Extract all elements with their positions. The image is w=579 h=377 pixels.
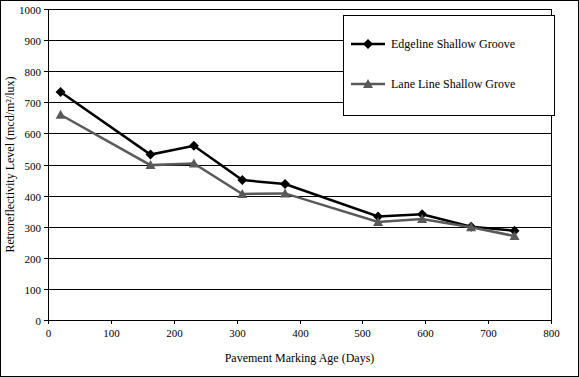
tick — [44, 133, 48, 134]
data-point — [373, 217, 383, 226]
tick — [44, 40, 48, 41]
tick-label: 300 — [25, 222, 42, 234]
legend-label: Lane Line Shallow Grove — [391, 77, 515, 91]
y-axis — [48, 9, 49, 320]
data-point — [56, 87, 66, 97]
tick-label: 0 — [36, 315, 42, 327]
tick-label: 0 — [46, 327, 52, 339]
tick — [44, 102, 48, 103]
data-point — [145, 160, 155, 169]
legend-marker — [363, 79, 373, 88]
tick-label: 400 — [25, 191, 42, 203]
data-point — [237, 189, 247, 198]
legend-label: Edgeline Shallow Groove — [391, 37, 515, 51]
tick — [551, 320, 552, 324]
data-point — [417, 214, 427, 223]
frame — [1, 1, 579, 377]
data-point — [237, 175, 247, 185]
data-point — [145, 150, 155, 160]
tick — [44, 9, 48, 10]
series-line — [61, 115, 515, 236]
tick-label: 200 — [25, 253, 42, 265]
legend-box — [344, 16, 555, 116]
tick — [44, 227, 48, 228]
x-axis — [48, 320, 551, 321]
grid-line — [48, 258, 551, 259]
tick-label: 500 — [25, 160, 42, 172]
grid-line — [48, 320, 551, 321]
data-point — [189, 141, 199, 151]
tick-label: 500 — [354, 327, 371, 339]
tick-label: 100 — [103, 327, 120, 339]
y-label: Retroreflectivity Level (mcd/m²/lux) — [3, 76, 17, 252]
tick-label: 700 — [25, 97, 42, 109]
tick-label: 1000 — [19, 4, 42, 16]
data-point — [56, 110, 66, 119]
grid-line — [48, 9, 551, 10]
data-point — [466, 222, 476, 231]
tick — [44, 196, 48, 197]
legend-marker — [363, 39, 373, 49]
tick-label: 900 — [25, 35, 42, 47]
data-point — [280, 179, 290, 189]
data-point — [510, 231, 520, 240]
tick-label: 800 — [25, 66, 42, 78]
tick — [44, 71, 48, 72]
tick-label: 400 — [292, 327, 309, 339]
data-point — [189, 159, 199, 168]
legend: Edgeline Shallow Groove Lane Line Shallow… — [344, 16, 555, 116]
chart: 0 100 200 300 400 500 600 700 800 900 1000 0 100 200 3… — [0, 0, 579, 377]
tick — [44, 258, 48, 259]
tick — [44, 289, 48, 290]
tick-label: 600 — [25, 128, 42, 140]
tick-label: 800 — [543, 327, 560, 339]
tick-label: 600 — [417, 327, 434, 339]
grid-line — [48, 289, 551, 290]
grid-line — [48, 133, 551, 134]
grid-line — [48, 165, 551, 166]
tick-label: 100 — [25, 284, 42, 296]
x-label: Pavement Marking Age (Days) — [225, 351, 375, 365]
tick-label: 700 — [480, 327, 497, 339]
tick-label: 300 — [229, 327, 246, 339]
tick — [44, 320, 48, 321]
data-point — [280, 188, 290, 197]
tick — [44, 165, 48, 166]
tick-label: 200 — [166, 327, 183, 339]
